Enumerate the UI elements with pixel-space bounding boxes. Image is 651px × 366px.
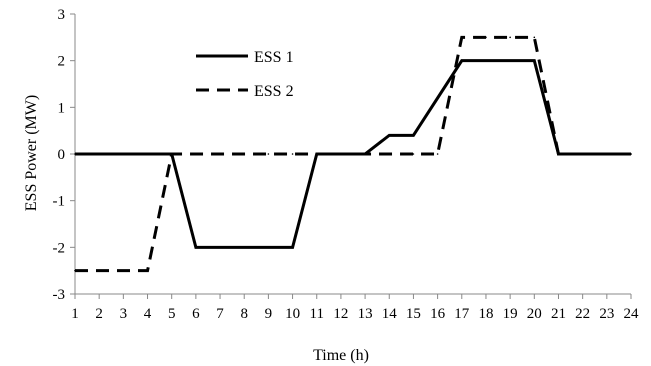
legend-label-ess-2: ESS 2 [254, 83, 294, 100]
data-point-ess-1 [122, 153, 125, 155]
data-point-ess-1 [509, 59, 511, 62]
x-tick-label: 17 [454, 306, 470, 322]
x-tick-label: 18 [478, 306, 493, 322]
x-tick-label: 6 [192, 306, 200, 322]
data-point-ess-1 [195, 246, 197, 249]
data-point-ess-1 [219, 246, 221, 249]
x-tick-label: 22 [575, 306, 590, 322]
y-tick-label: 2 [58, 54, 66, 70]
data-point-ess-2 [170, 153, 173, 155]
data-point-ess-1 [460, 59, 463, 62]
x-tick-label: 5 [168, 306, 176, 322]
data-point-ess-1 [98, 153, 100, 155]
data-point-ess-1 [436, 97, 439, 99]
y-axis-title: ESS Power (MW) [23, 95, 40, 211]
data-point-ess-2 [74, 269, 76, 272]
data-point-ess-1 [388, 134, 391, 137]
data-point-ess-1 [243, 246, 246, 249]
x-tick-label: 1 [71, 306, 79, 322]
y-tick-label: 1 [58, 100, 66, 116]
x-tick-label: 2 [95, 306, 103, 322]
data-point-ess-2 [509, 36, 511, 39]
x-tick-label: 14 [382, 306, 398, 322]
data-point-ess-1 [267, 246, 270, 249]
data-point-ess-2 [219, 153, 221, 155]
data-point-ess-2 [98, 269, 100, 272]
data-point-ess-1 [533, 59, 536, 62]
x-axis-title: Time (h) [313, 347, 369, 364]
data-point-ess-2 [315, 153, 318, 155]
y-tick-label: -2 [53, 240, 66, 256]
x-tick-label: 9 [265, 306, 273, 322]
data-point-ess-2 [436, 153, 439, 155]
legend-label-ess-1: ESS 1 [254, 49, 294, 66]
series-line-ess-2 [75, 35, 631, 273]
data-point-ess-2 [146, 269, 149, 272]
x-tick-label: 3 [120, 306, 128, 322]
data-point-ess-2 [340, 153, 342, 155]
legend: ESS 1 ESS 2 [196, 49, 294, 100]
y-tick-label: -3 [53, 287, 66, 303]
series-line-ess-1 [75, 59, 631, 249]
x-tick-label: 10 [285, 306, 300, 322]
data-point-ess-2 [195, 153, 197, 155]
data-point-ess-1 [291, 246, 294, 249]
data-point-ess-2 [267, 153, 270, 155]
data-point-ess-2 [485, 36, 487, 39]
y-tick-label: -1 [53, 194, 66, 210]
data-point-ess-2 [606, 153, 608, 155]
x-tick-label: 15 [406, 306, 421, 322]
x-tick-label: 7 [216, 306, 224, 322]
x-tick-label: 8 [240, 306, 248, 322]
data-point-ess-2 [630, 153, 632, 155]
data-point-ess-2 [533, 36, 536, 39]
x-tick-label: 21 [551, 306, 566, 322]
data-point-ess-2 [557, 153, 560, 155]
x-tick-label: 24 [624, 306, 640, 322]
data-point-ess-2 [364, 153, 366, 155]
x-tick-label: 4 [144, 306, 152, 322]
x-tick-label: 20 [527, 306, 542, 322]
x-tick-label: 19 [503, 306, 518, 322]
y-tick-label: 0 [58, 147, 66, 163]
data-point-ess-2 [122, 269, 125, 272]
x-tick-label: 23 [599, 306, 614, 322]
x-tick-label: 11 [310, 306, 324, 322]
data-point-ess-2 [291, 153, 294, 155]
series-group [74, 35, 632, 273]
data-point-ess-1 [485, 59, 487, 62]
x-tick-label: 12 [333, 306, 348, 322]
x-tick-label: 13 [358, 306, 373, 322]
data-point-ess-1 [146, 153, 149, 155]
data-point-ess-2 [388, 153, 391, 155]
data-point-ess-2 [581, 153, 584, 155]
x-tick-label: 16 [430, 306, 446, 322]
data-point-ess-2 [460, 36, 463, 39]
data-point-ess-1 [74, 153, 76, 155]
data-point-ess-1 [412, 134, 415, 137]
data-point-ess-2 [243, 153, 246, 155]
data-point-ess-2 [412, 153, 415, 155]
y-tick-label: 3 [58, 7, 66, 23]
